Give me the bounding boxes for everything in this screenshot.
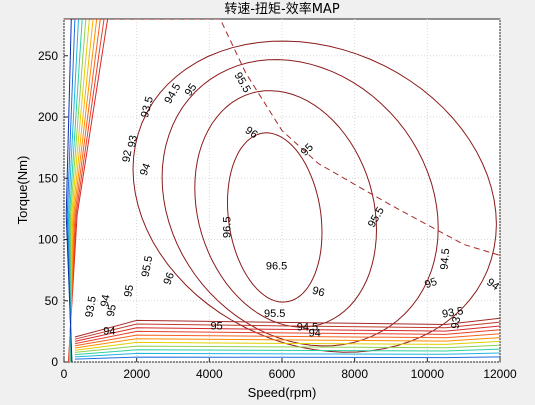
y-tick-label: 0: [51, 355, 58, 369]
contour-label: 94: [484, 276, 501, 293]
contour-label-layer: 96.596.596969695.595.595.595.59595959595…: [83, 70, 501, 339]
contour-line-low-torque: [74, 356, 500, 360]
contour-line-low-torque: [74, 333, 500, 347]
y-axis-label: Torque(Nm): [15, 156, 30, 225]
contour-line-high: [194, 90, 377, 328]
contour-label: 96: [311, 285, 326, 300]
contour-label: 96.5: [266, 260, 287, 272]
x-tick-label: 2000: [123, 367, 150, 381]
contour-line-low-torque: [74, 344, 500, 353]
contour-line-high: [226, 132, 323, 303]
contour-line-low-torque: [74, 340, 500, 351]
contour-line-low-torque: [74, 348, 500, 356]
contour-label: 94.5: [438, 248, 452, 270]
contour-label: 92: [121, 149, 135, 163]
x-tick-label: 10000: [411, 367, 445, 381]
contour-label: 95: [423, 276, 439, 291]
contour-label: 93.5: [441, 305, 464, 321]
x-tick-label: 6000: [269, 367, 296, 381]
contour-label: 94: [138, 162, 153, 178]
contour-label: 93.5: [139, 95, 156, 119]
contour-label: 94.5: [297, 322, 318, 334]
contour-layer: [64, 19, 500, 362]
grid-layer: [63, 19, 501, 363]
contour-line-low-torque: [74, 329, 500, 345]
y-tick-label: 200: [38, 110, 58, 124]
contour-label: 96: [162, 271, 177, 287]
contour-label: 95.5: [140, 255, 156, 278]
y-tick-label: 150: [38, 171, 58, 185]
chart-title: 转速-扭矩-效率MAP: [224, 1, 339, 17]
contour-line-high: [132, 40, 497, 353]
contour-label: 95.5: [264, 308, 285, 320]
y-tick-label: 100: [38, 233, 58, 247]
contour-label: 94: [309, 328, 321, 340]
contour-line-low-torque: [74, 317, 500, 338]
x-tick-label: 0: [61, 367, 68, 381]
contour-label: 96: [243, 124, 260, 141]
contour-label: 93: [126, 134, 140, 148]
contour-label: 95: [183, 82, 200, 99]
contour-line-low-torque: [74, 337, 500, 349]
x-tick-label: 4000: [196, 367, 223, 381]
contour-label: 93: [449, 316, 463, 330]
max-torque-envelope: [64, 19, 500, 256]
contour-label: 93.5: [83, 295, 99, 318]
y-tick-label: 50: [45, 294, 59, 308]
tick-layer: 0 2000 4000 6000 8000 10000 12000 0 50 100 150 200 2…: [38, 49, 517, 381]
contour-line-low-torque: [74, 321, 500, 340]
contour-label: 95: [105, 303, 119, 317]
contour-line-low-torque: [74, 325, 500, 342]
contour-label: 94: [99, 294, 113, 308]
contour-label: 95: [210, 320, 222, 332]
contour-line-low-speed: [65, 19, 73, 362]
contour-label: 95: [122, 284, 136, 298]
x-tick-label: 8000: [341, 367, 368, 381]
y-tick-label: 250: [38, 49, 58, 63]
x-tick-label: 12000: [483, 367, 517, 381]
contour-label: 94: [103, 325, 115, 337]
x-axis-label: Speed(rpm): [248, 385, 317, 400]
contour-line-low-torque: [74, 352, 500, 358]
contour-label: 96.5: [221, 217, 233, 238]
